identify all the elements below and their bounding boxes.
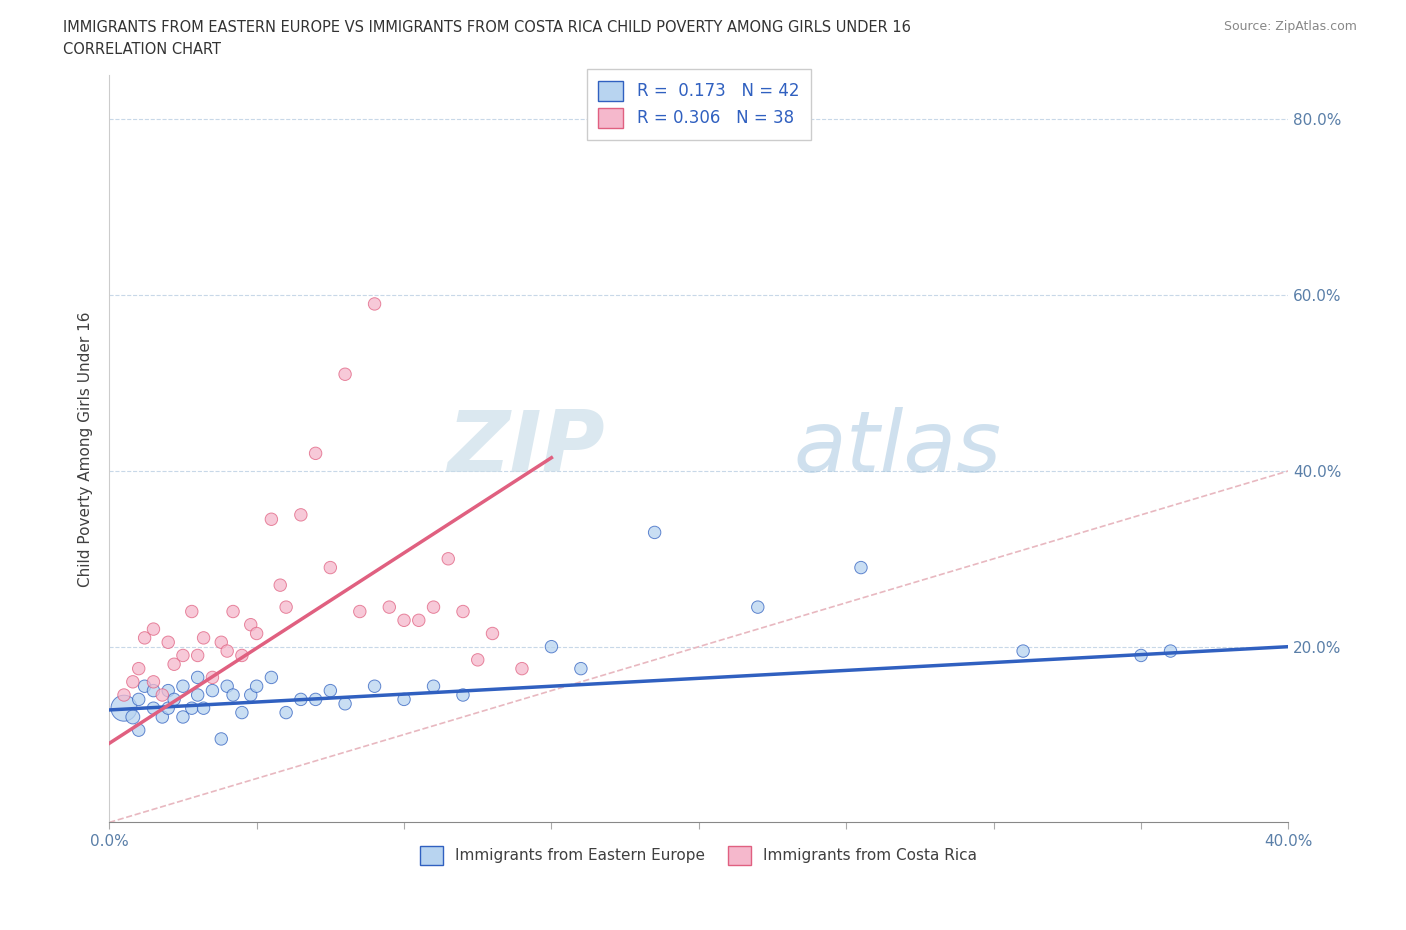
Point — [157, 684, 180, 698]
Text: atlas: atlas — [793, 407, 1001, 490]
Point — [222, 604, 245, 619]
Point — [187, 670, 209, 684]
Point — [333, 366, 356, 381]
Point — [128, 723, 150, 737]
Point — [274, 600, 297, 615]
Point — [849, 560, 872, 575]
Point — [239, 687, 262, 702]
Point — [363, 679, 385, 694]
Point — [319, 684, 342, 698]
Point — [142, 674, 165, 689]
Point — [163, 657, 186, 671]
Point — [128, 661, 150, 676]
Point — [201, 684, 224, 698]
Point — [290, 692, 312, 707]
Text: IMMIGRANTS FROM EASTERN EUROPE VS IMMIGRANTS FROM COSTA RICA CHILD POVERTY AMONG: IMMIGRANTS FROM EASTERN EUROPE VS IMMIGR… — [63, 20, 911, 35]
Text: CORRELATION CHART: CORRELATION CHART — [63, 42, 221, 57]
Point — [150, 687, 173, 702]
Point — [569, 661, 592, 676]
Point — [187, 687, 209, 702]
Point — [112, 687, 135, 702]
Point — [231, 648, 253, 663]
Point — [378, 600, 401, 615]
Point — [349, 604, 371, 619]
Y-axis label: Child Poverty Among Girls Under 16: Child Poverty Among Girls Under 16 — [79, 312, 93, 587]
Point — [163, 692, 186, 707]
Point — [222, 687, 245, 702]
Point — [239, 618, 262, 632]
Point — [142, 684, 165, 698]
Point — [510, 661, 533, 676]
Point — [1160, 644, 1182, 658]
Point — [304, 445, 326, 460]
Point — [231, 705, 253, 720]
Point — [121, 710, 143, 724]
Point — [157, 635, 180, 650]
Point — [157, 700, 180, 715]
Point — [121, 674, 143, 689]
Point — [246, 626, 269, 641]
Point — [187, 648, 209, 663]
Point — [408, 613, 430, 628]
Point — [201, 670, 224, 684]
Point — [150, 710, 173, 724]
Point — [180, 604, 202, 619]
Text: ZIP: ZIP — [447, 407, 605, 490]
Point — [260, 512, 283, 526]
Point — [274, 705, 297, 720]
Point — [260, 670, 283, 684]
Point — [180, 700, 202, 715]
Legend: Immigrants from Eastern Europe, Immigrants from Costa Rica: Immigrants from Eastern Europe, Immigran… — [415, 840, 984, 870]
Point — [333, 697, 356, 711]
Point — [217, 679, 239, 694]
Point — [467, 653, 489, 668]
Point — [209, 635, 232, 650]
Point — [363, 297, 385, 312]
Point — [747, 600, 769, 615]
Text: Source: ZipAtlas.com: Source: ZipAtlas.com — [1223, 20, 1357, 33]
Point — [217, 644, 239, 658]
Point — [1012, 644, 1035, 658]
Point — [1130, 648, 1153, 663]
Point — [437, 551, 460, 566]
Point — [392, 692, 415, 707]
Point — [246, 679, 269, 694]
Point — [290, 508, 312, 523]
Point — [319, 560, 342, 575]
Point — [209, 732, 232, 747]
Point — [451, 604, 474, 619]
Point — [134, 631, 156, 645]
Point — [142, 621, 165, 636]
Point — [172, 679, 194, 694]
Point — [172, 648, 194, 663]
Point — [128, 692, 150, 707]
Point — [540, 639, 562, 654]
Point — [304, 692, 326, 707]
Point — [193, 700, 215, 715]
Point — [422, 600, 444, 615]
Point — [142, 700, 165, 715]
Point — [644, 525, 666, 540]
Point — [112, 700, 135, 715]
Point — [193, 631, 215, 645]
Point — [422, 679, 444, 694]
Point — [172, 710, 194, 724]
Point — [392, 613, 415, 628]
Point — [481, 626, 503, 641]
Point — [451, 687, 474, 702]
Point — [134, 679, 156, 694]
Point — [269, 578, 291, 592]
